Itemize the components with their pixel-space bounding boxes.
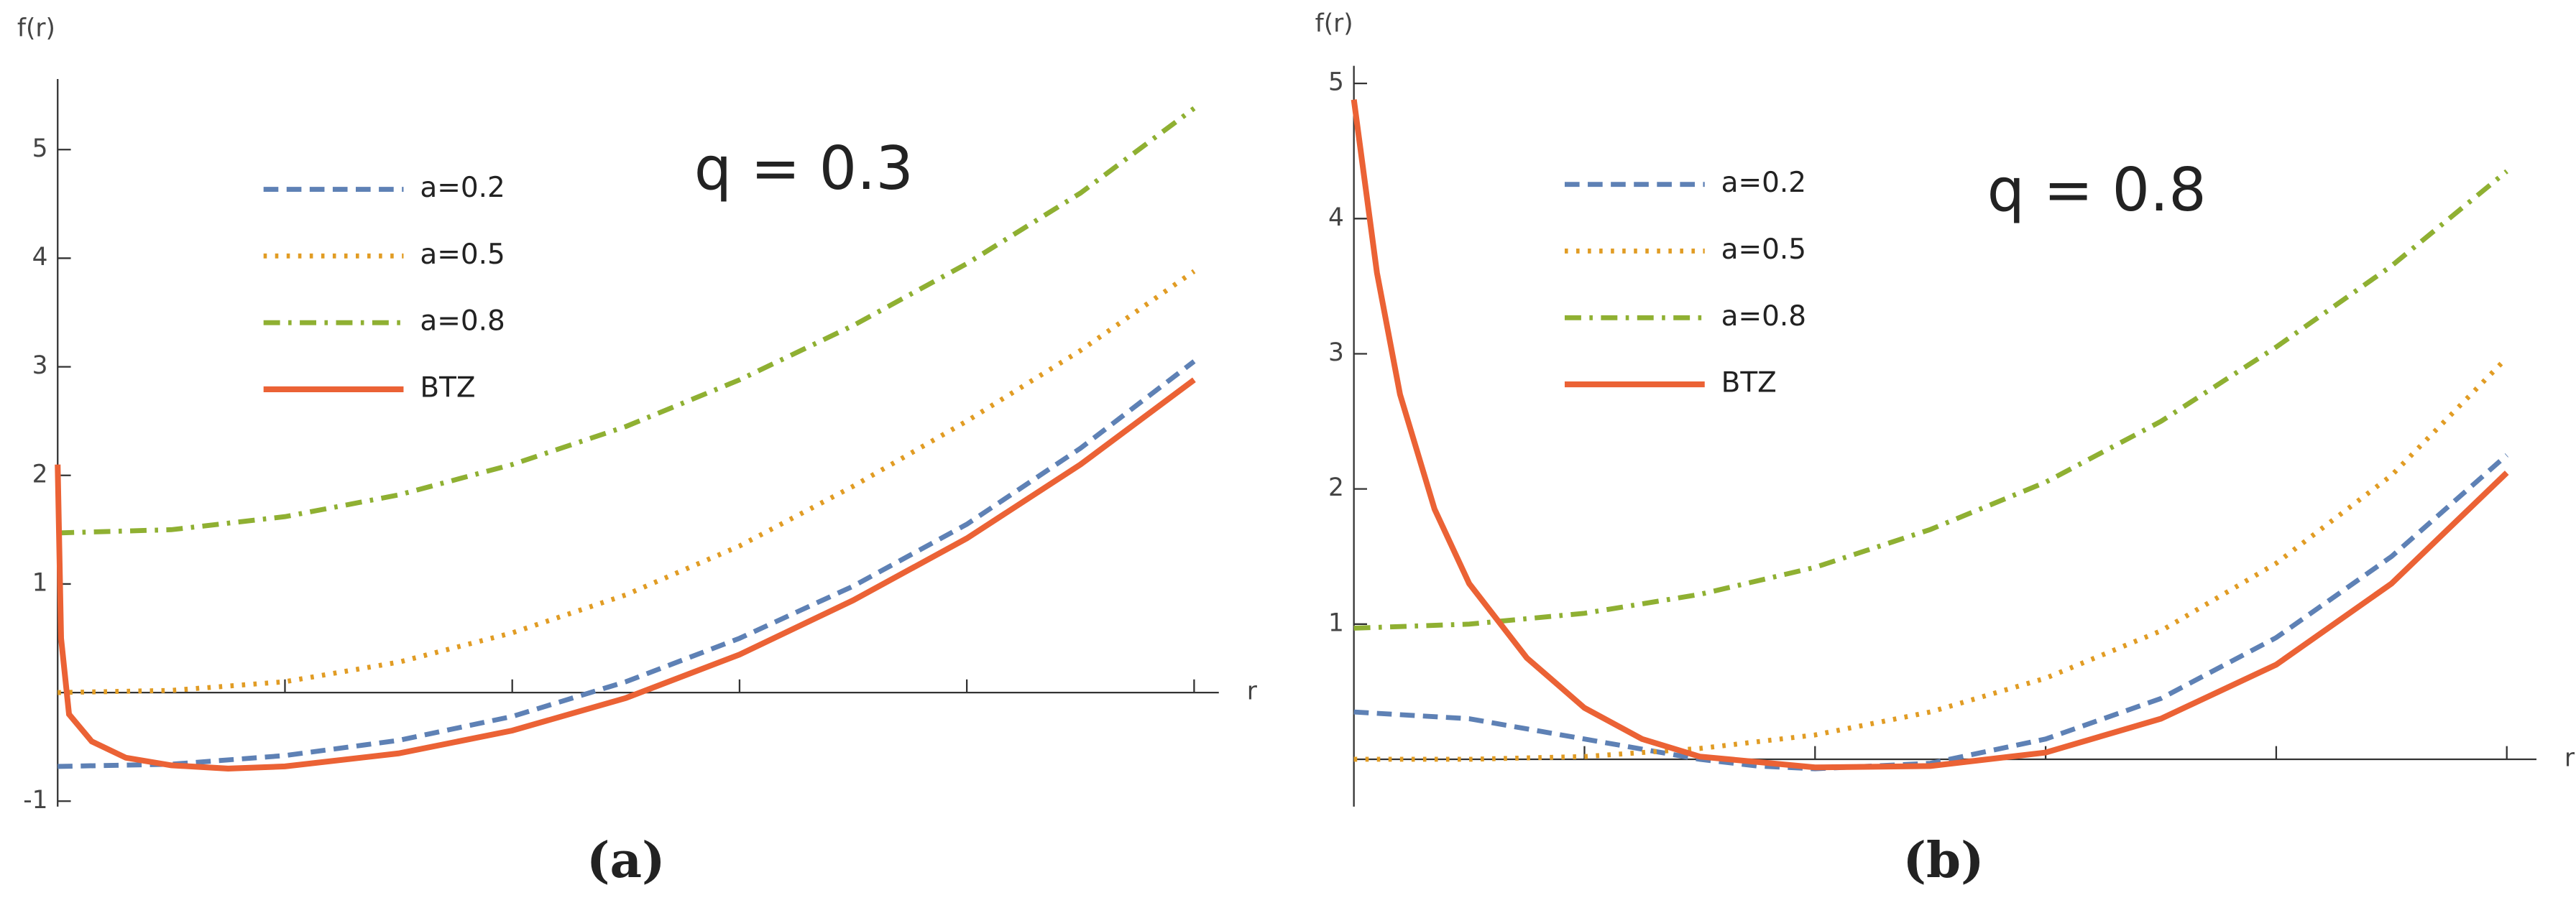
caption: (a) bbox=[586, 831, 666, 889]
y-tick-label: 5 bbox=[32, 134, 48, 163]
series-line bbox=[55, 377, 1196, 772]
y-tick-label: 5 bbox=[1328, 68, 1344, 97]
x-axis-label: r bbox=[1247, 677, 1258, 706]
y-tick-label: 4 bbox=[1328, 203, 1344, 232]
series-line bbox=[58, 359, 1196, 769]
legend-label: a=0.8 bbox=[1721, 300, 1806, 333]
y-tick-label: 1 bbox=[32, 568, 48, 597]
x-axis-label: r bbox=[2564, 743, 2575, 772]
y-tick-label: 3 bbox=[32, 351, 48, 380]
y-tick-label: 4 bbox=[32, 243, 48, 272]
y-tick-label: -1 bbox=[23, 786, 47, 815]
y-axis-label: f(r) bbox=[17, 14, 55, 43]
legend-label: a=0.2 bbox=[420, 172, 505, 204]
series-line bbox=[1353, 453, 2508, 772]
series-line bbox=[58, 106, 1196, 536]
legend-label: a=0.5 bbox=[420, 238, 505, 271]
panel-title: q = 0.3 bbox=[694, 134, 914, 203]
series-line bbox=[1353, 356, 2509, 762]
series-line bbox=[1353, 169, 2508, 631]
series-line bbox=[58, 269, 1196, 695]
y-tick-label: 3 bbox=[1328, 338, 1344, 367]
legend-label: BTZ bbox=[420, 371, 475, 404]
panel-title: q = 0.8 bbox=[1987, 156, 2207, 225]
legend-label: a=0.2 bbox=[1721, 167, 1806, 199]
y-tick-label: 2 bbox=[1328, 473, 1344, 502]
series-line bbox=[1351, 99, 2509, 771]
legend-label: a=0.5 bbox=[1721, 233, 1806, 266]
caption: (b) bbox=[1903, 831, 1984, 889]
y-axis-label: f(r) bbox=[1315, 9, 1353, 38]
legend-label: BTZ bbox=[1721, 367, 1777, 399]
y-tick-label: 1 bbox=[1328, 608, 1344, 637]
y-tick-label: 2 bbox=[32, 460, 48, 488]
legend-label: a=0.8 bbox=[420, 305, 505, 338]
